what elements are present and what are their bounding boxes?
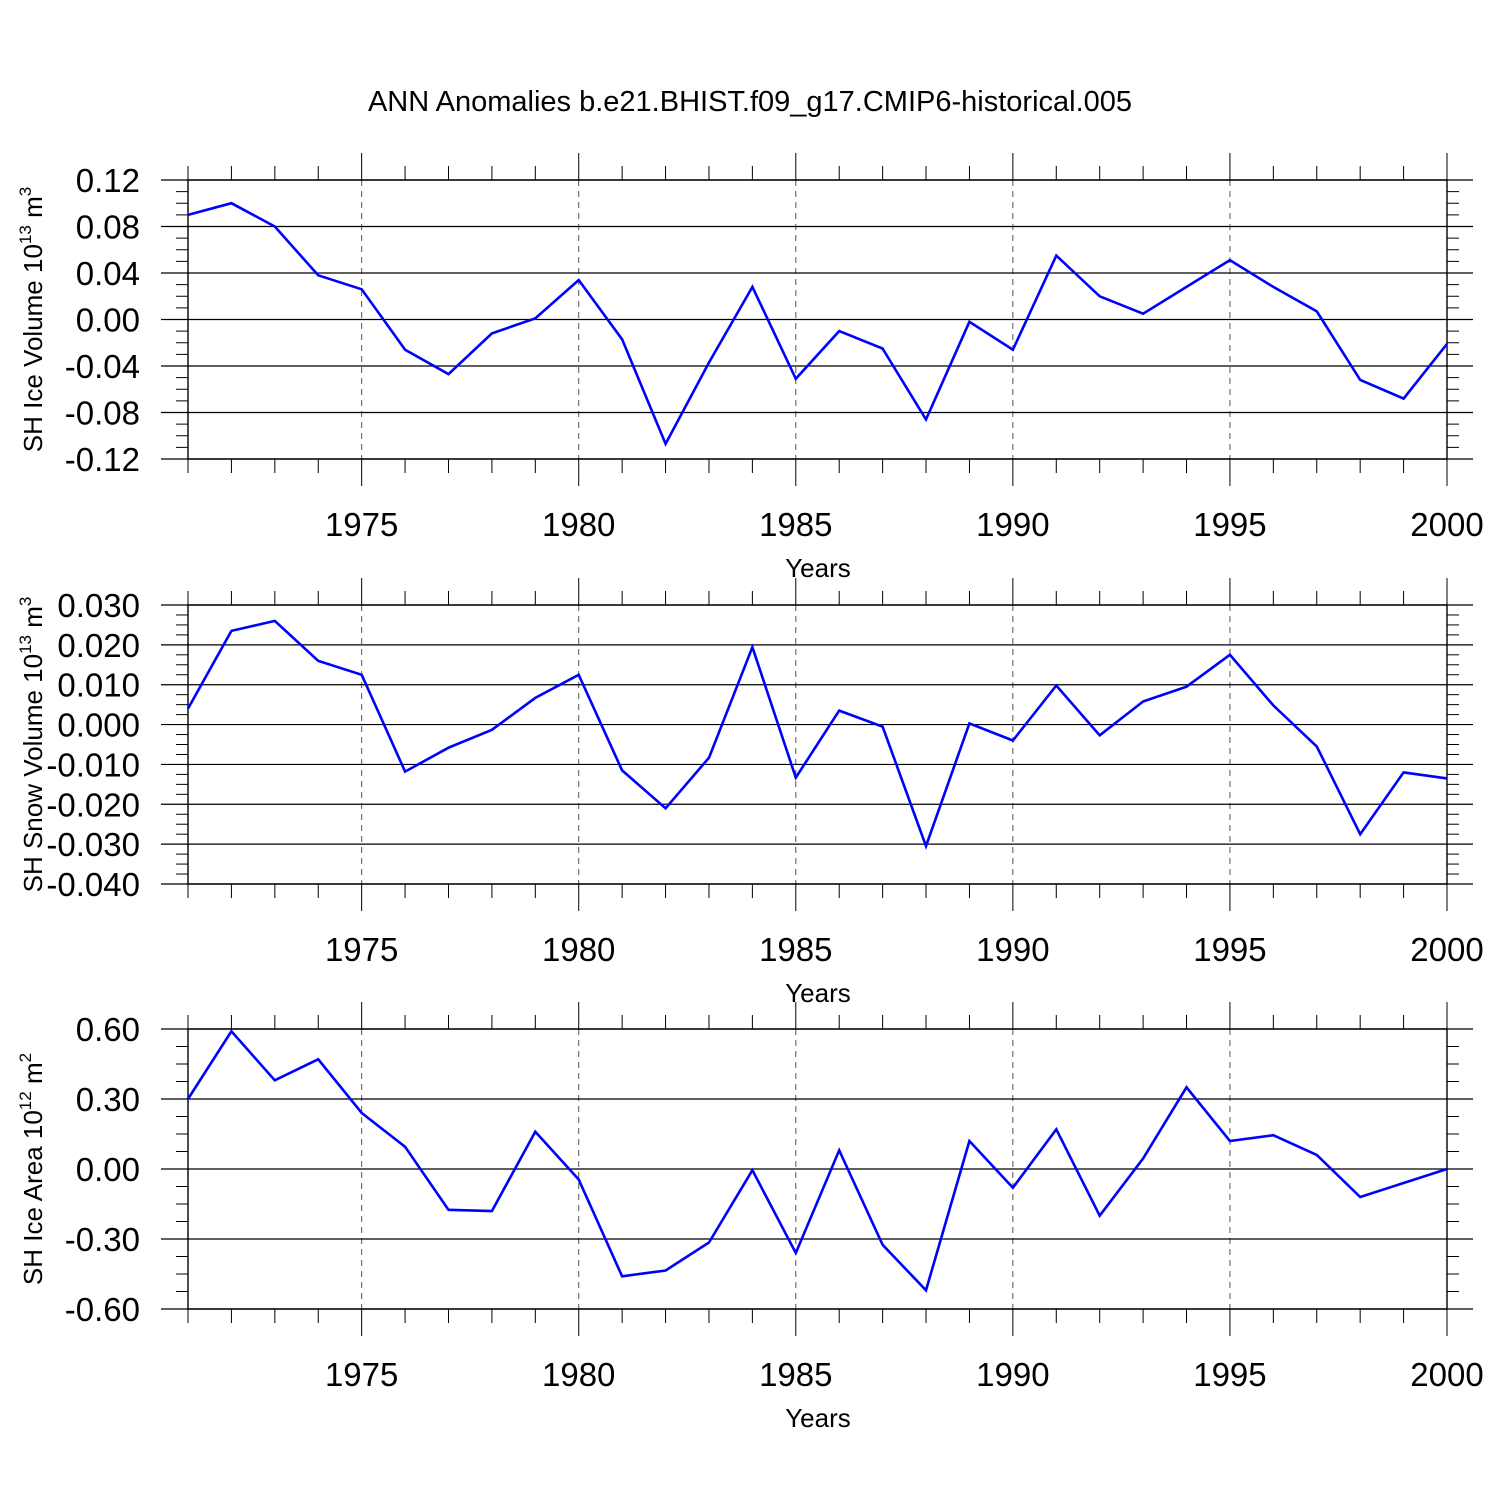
y-tick-label: 0.04 xyxy=(76,255,140,292)
x-tick-label: 2000 xyxy=(1410,506,1483,543)
x-tick-label: 1990 xyxy=(976,506,1049,543)
x-tick-label: 2000 xyxy=(1410,1356,1483,1393)
y-tick-label: -0.040 xyxy=(46,866,140,903)
x-tick-label: 1990 xyxy=(976,931,1049,968)
y-tick-label: 0.00 xyxy=(76,302,140,339)
y-tick-label: 0.030 xyxy=(57,587,140,624)
y-tick-label: 0.00 xyxy=(76,1151,140,1188)
y-tick-label: 0.010 xyxy=(57,667,140,704)
y-tick-label: -0.60 xyxy=(65,1291,140,1328)
y-tick-label: 0.60 xyxy=(76,1011,140,1048)
x-tick-label: 1995 xyxy=(1193,506,1266,543)
series-line xyxy=(188,203,1447,444)
x-tick-label: 1980 xyxy=(542,506,615,543)
chart-title: ANN Anomalies b.e21.BHIST.f09_g17.CMIP6-… xyxy=(0,86,1500,119)
x-tick-label: 1995 xyxy=(1193,931,1266,968)
x-tick-label: 1985 xyxy=(759,931,832,968)
y-axis-title: SH Ice Area 1012 m2 xyxy=(16,1053,48,1285)
x-tick-label: 1980 xyxy=(542,1356,615,1393)
x-tick-label: 1985 xyxy=(759,506,832,543)
x-axis-title: Years xyxy=(785,1403,851,1433)
y-tick-label: 0.000 xyxy=(57,707,140,744)
y-axis-title: SH Ice Volume 1013 m3 xyxy=(16,187,48,452)
y-tick-label: -0.30 xyxy=(65,1221,140,1258)
x-axis-title: Years xyxy=(785,553,851,583)
x-tick-label: 1985 xyxy=(759,1356,832,1393)
y-tick-label: -0.010 xyxy=(46,746,140,783)
x-tick-label: 2000 xyxy=(1410,931,1483,968)
y-tick-label: -0.12 xyxy=(65,441,140,478)
y-tick-label: 0.020 xyxy=(57,627,140,664)
x-tick-label: 1975 xyxy=(325,1356,398,1393)
y-tick-label: -0.030 xyxy=(46,826,140,863)
y-tick-label: 0.30 xyxy=(76,1081,140,1118)
panel-2: 0.0300.0200.0100.000-0.010-0.020-0.030-0… xyxy=(16,578,1484,1008)
y-tick-label: -0.020 xyxy=(46,786,140,823)
panel-3: 0.60 0.30 0.00 -0.30 -0.60 1975 1980 1985 1990 19… xyxy=(16,1002,1484,1433)
y-tick-label: -0.04 xyxy=(65,348,140,385)
x-tick-label: 1980 xyxy=(542,931,615,968)
x-tick-label: 1975 xyxy=(325,931,398,968)
x-tick-label: 1995 xyxy=(1193,1356,1266,1393)
panel-1: 0.12 0.08 0.04 0.00 -0.04 -0.08 -0.12 1975 1980 1… xyxy=(16,153,1484,583)
y-axis-title: SH Snow Volume 1013 m3 xyxy=(16,597,48,893)
x-axis-title: Years xyxy=(785,978,851,1008)
series-line xyxy=(188,621,1447,846)
x-tick-label: 1975 xyxy=(325,506,398,543)
y-tick-label: -0.08 xyxy=(65,395,140,432)
series-line xyxy=(188,1031,1447,1290)
y-tick-label: 0.12 xyxy=(76,162,140,199)
y-tick-label: 0.08 xyxy=(76,209,140,246)
x-tick-label: 1990 xyxy=(976,1356,1049,1393)
